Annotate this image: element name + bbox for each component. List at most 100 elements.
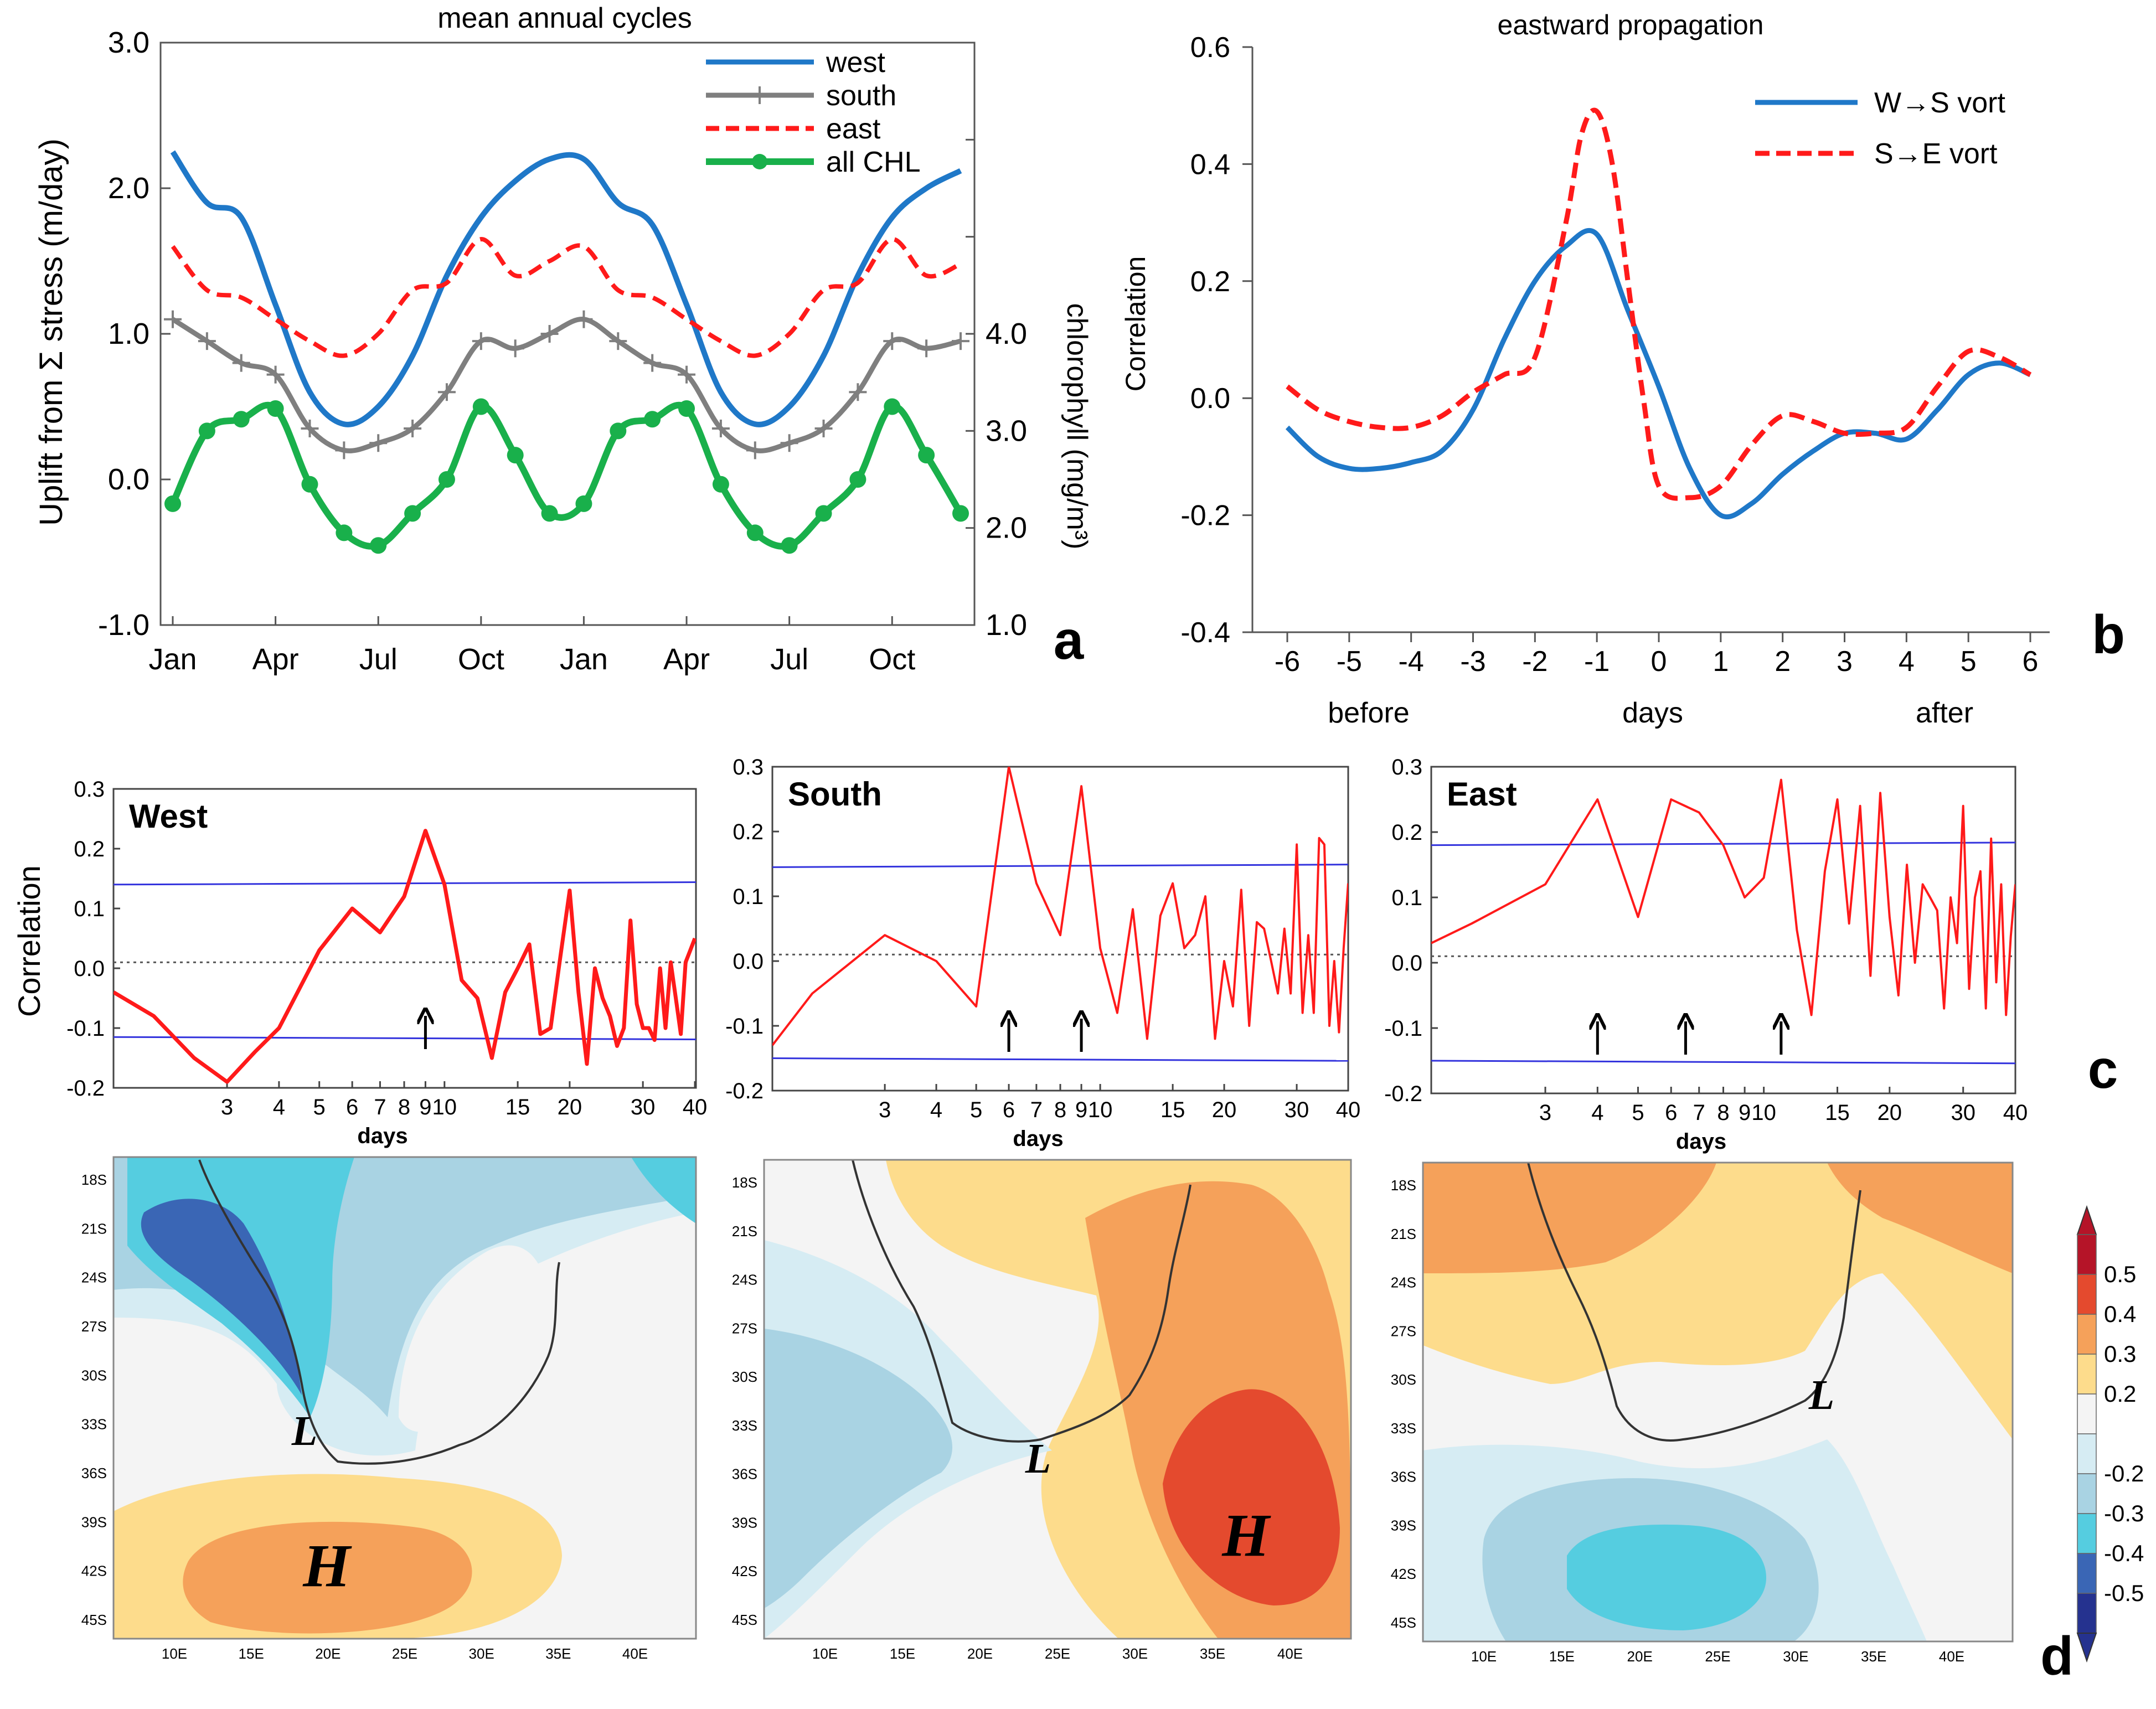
colorbar-swatch: [2077, 1354, 2097, 1395]
panel-d: L H 18S 21S 24S 27S 30S 33S 36S 39S 42S 45S 10E 15…: [81, 1156, 2144, 1686]
x-tick-label: 10: [432, 1095, 457, 1119]
x-tick-label: -3: [1460, 646, 1486, 678]
panel-a-x-ticks: Jan Apr Jul Oct Jan Apr Jul Oct: [148, 616, 915, 676]
contour-plus03: [183, 1521, 472, 1634]
lat-label: 27S: [1391, 1323, 1416, 1339]
x-tick-label: 0: [1651, 646, 1667, 678]
lon-label: 20E: [967, 1645, 993, 1662]
x-tick-label: Jul: [359, 643, 398, 676]
x-tick-label: 10: [1751, 1101, 1776, 1125]
x-tick-label: 4: [1591, 1101, 1603, 1125]
panel-b-title: eastward propagation: [1498, 9, 1764, 40]
x-tick-label: Oct: [458, 643, 504, 676]
lon-label: 30E: [1122, 1645, 1148, 1662]
legend-label-0: west: [826, 47, 885, 79]
y-tick-label: -0.1: [66, 1016, 105, 1041]
y-tick-label: 0.2: [733, 820, 764, 844]
x-axis-label: days: [357, 1124, 408, 1148]
lon-label: 20E: [315, 1645, 341, 1662]
x-tick-label: -5: [1337, 646, 1362, 678]
panel-letter-d: d: [2040, 1625, 2074, 1686]
y-tick-label: -0.1: [1384, 1016, 1422, 1041]
x-tick-label: 30: [1951, 1101, 1976, 1125]
x-tick-label: 1: [1713, 646, 1729, 678]
series-all-chl-markers: [164, 398, 969, 554]
x-tick-label: 20: [558, 1095, 582, 1119]
lon-label: 40E: [1939, 1648, 1964, 1665]
lat-label: 42S: [732, 1563, 757, 1579]
panel-c-east: -0.2 -0.1 0.0 0.1 0.2 0.3 3 4 5 6 7 8 9 10 15 20 30 40 day…: [1384, 755, 2028, 1154]
y-tick-label: -0.4: [1180, 617, 1230, 649]
map-frame: [763, 1159, 1352, 1640]
lower-significance-line: [113, 1036, 697, 1041]
map-west: L H 18S 21S 24S 27S 30S 33S 36S 39S 42S 45S 10E 15…: [81, 1156, 697, 1662]
y-tick-label: -0.2: [1180, 500, 1230, 532]
y-tick-label: 3.0: [108, 26, 149, 59]
lon-label: 10E: [812, 1645, 838, 1662]
legend-label-3: all CHL: [826, 146, 921, 178]
panel-letter-b: b: [2092, 604, 2125, 665]
lat-label: 45S: [1391, 1614, 1416, 1631]
colorbar-swatch: [2077, 1433, 2097, 1474]
x-tick-label: 30: [1285, 1098, 1309, 1122]
map-lon-labels: 10E 15E 20E 25E 30E 35E 40E: [812, 1645, 1303, 1662]
x-tick-label: 7: [1693, 1101, 1705, 1125]
y-tick-label: 0.0: [1391, 951, 1422, 975]
colorbar-swatch: [2077, 1274, 2097, 1315]
chl-marker: [575, 495, 592, 512]
contour-plus03-west: [1423, 1163, 1716, 1273]
x-axis-label: days: [1676, 1129, 1726, 1154]
panel-c: -0.2-0.10.00.10.20.33 4 5 6 7 8 9 10 15 20 30 40day…: [12, 755, 2118, 1154]
colorbar-label: 0.2: [2104, 1381, 2136, 1407]
x-tick-label: 4: [273, 1095, 285, 1119]
colorbar-swatch: [2077, 1473, 2097, 1514]
legend-label-1: S→E vort: [1874, 138, 1998, 170]
upper-significance-line: [113, 881, 697, 886]
panel-b-y-ticks: -0.4 -0.2 0.0 0.2 0.4 0.6: [1180, 32, 1252, 649]
chl-marker: [952, 505, 969, 522]
chl-marker: [301, 476, 318, 493]
panel-c-title: West: [129, 798, 208, 835]
y-tick-label: 0.0: [1190, 383, 1230, 415]
low-pressure-marker: L: [1808, 1372, 1834, 1418]
chl-marker: [336, 524, 353, 541]
y-tick-label: -0.2: [725, 1079, 764, 1103]
series-clip: [772, 767, 1348, 1046]
panel-a-y2label: chlorophyll (mg/m³): [1061, 303, 1093, 550]
x-tick-label: 7: [1030, 1098, 1043, 1122]
lon-label: 25E: [1705, 1648, 1730, 1665]
high-pressure-marker: H: [302, 1532, 352, 1599]
colorbar: 0.5 0.4 0.3 0.2 -0.2 -0.3 -0.4 -0.5: [2076, 1205, 2144, 1663]
chl-marker: [404, 505, 421, 522]
panel-a-ylabel: Uplift from Σ stress (m/day): [33, 138, 69, 526]
series-west-line: [170, 150, 962, 427]
chl-marker: [233, 411, 250, 428]
lat-label: 24S: [1391, 1274, 1416, 1291]
y-tick-label: 0.3: [74, 777, 105, 802]
chl-marker: [884, 398, 901, 415]
panel-letter-c: c: [2088, 1039, 2118, 1099]
colorbar-swatch: [2077, 1314, 2097, 1355]
y-tick-label: 0.1: [1391, 886, 1422, 910]
x-tick-label: 6: [1665, 1101, 1677, 1125]
x-tick-label: 15: [506, 1095, 530, 1119]
map-frame: [1422, 1161, 2014, 1643]
panel-b-legend: W→S vort S→E vort: [1755, 87, 2005, 170]
panel-b-x-ticks: -6 -5 -4 -3 -2 -1 0 1 2 3 4 5 6: [1275, 632, 2038, 678]
chl-marker: [370, 537, 387, 554]
y-tick-label: -0.2: [66, 1076, 105, 1101]
y-tick-label: 0.1: [74, 897, 105, 921]
y-tick-label: 0.0: [733, 949, 764, 974]
colorbar-top-arrow: [2076, 1205, 2097, 1235]
lat-label: 33S: [732, 1417, 757, 1434]
x-tick-label: 9: [419, 1095, 431, 1119]
panel-a: mean annual cycles -1.0 0.0 1.0 2.0 3.0 1.0 2…: [33, 2, 1093, 676]
x-tick-label: 20: [1212, 1098, 1237, 1122]
x-tick-label: 20: [1878, 1101, 1902, 1125]
low-pressure-marker: L: [1025, 1436, 1051, 1482]
lon-label: 10E: [162, 1645, 187, 1662]
panel-letter-a: a: [1054, 610, 1085, 670]
lat-label: 42S: [81, 1563, 107, 1579]
chl-marker: [781, 537, 798, 554]
